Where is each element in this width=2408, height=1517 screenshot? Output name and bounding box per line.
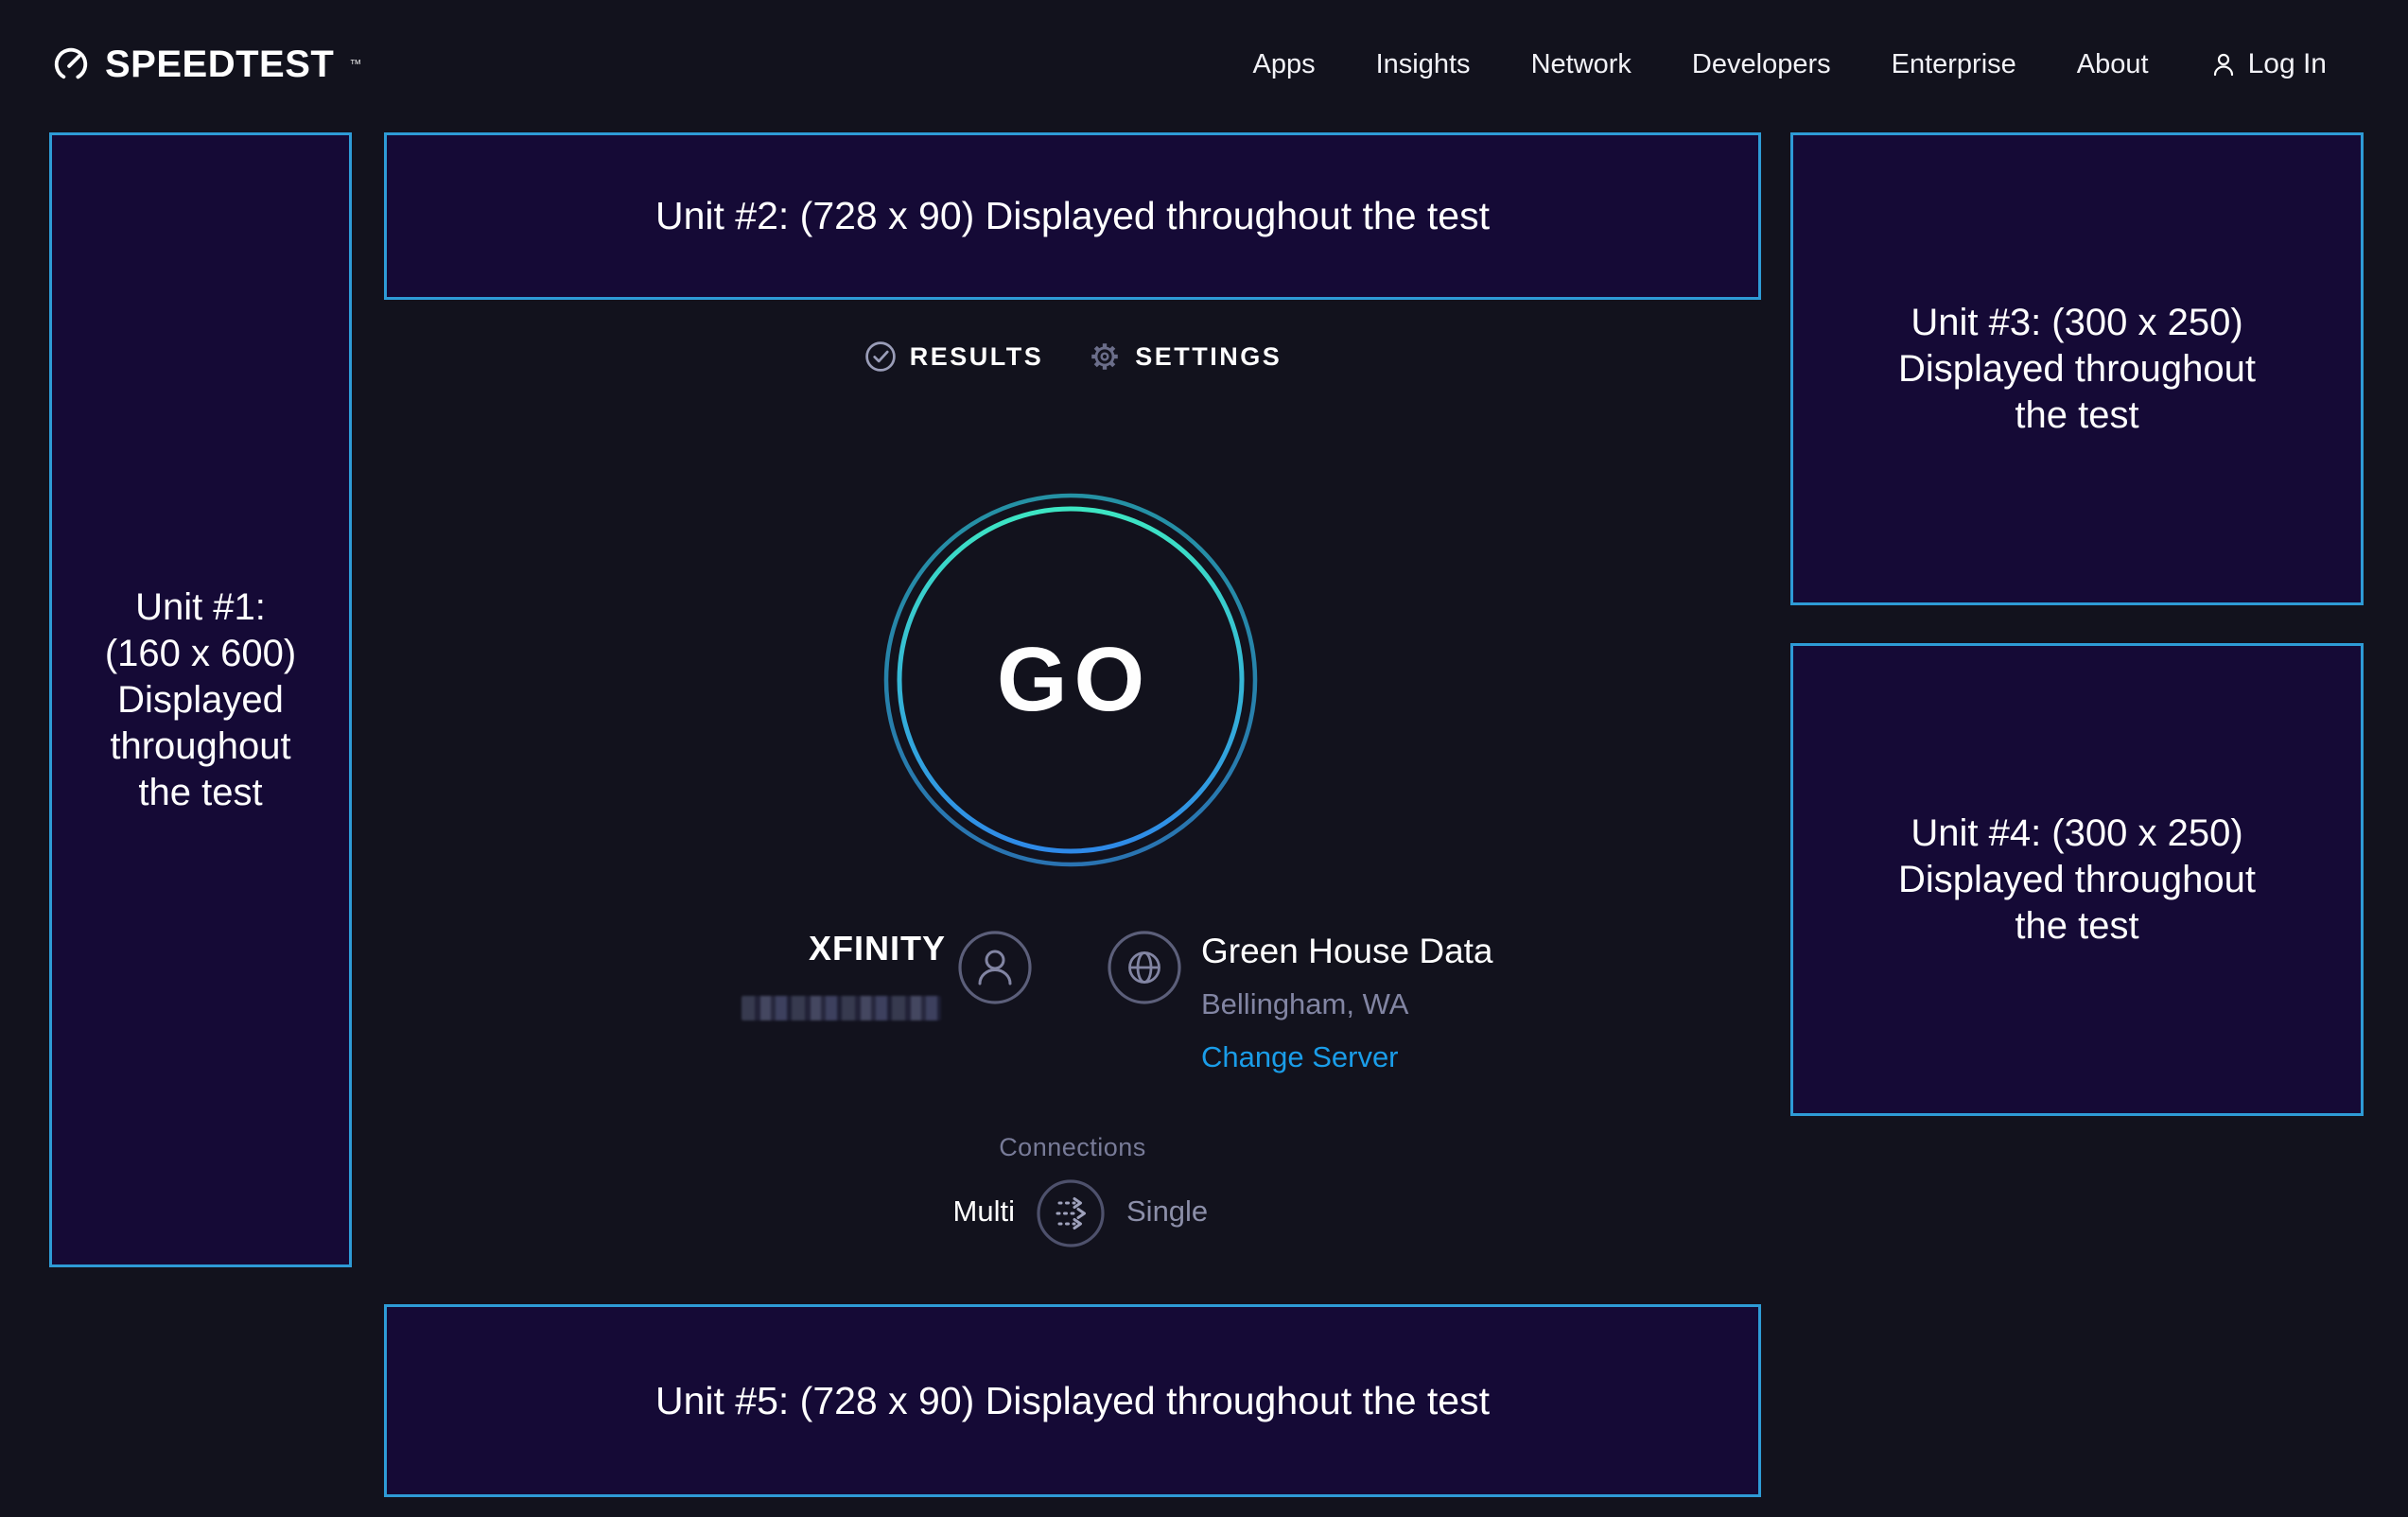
change-server-link[interactable]: Change Server <box>1201 1040 1399 1073</box>
tab-results[interactable]: RESULTS <box>864 340 1044 374</box>
ad-text-line: Unit #1: <box>135 585 266 628</box>
ad-text-line: the test <box>2015 904 2139 947</box>
tab-settings-label: SETTINGS <box>1135 341 1283 371</box>
ad-text-line: Displayed throughout <box>1897 858 2257 900</box>
header: SPEEDTEST ™ Apps Insights Network Develo… <box>0 0 2408 129</box>
tab-settings[interactable]: SETTINGS <box>1087 339 1282 375</box>
nav-item-about[interactable]: About <box>2076 48 2149 79</box>
isp-name: XFINITY <box>808 929 946 968</box>
ad-text-line: Unit #2: (728 x 90) Displayed throughout… <box>654 194 1491 237</box>
ad-unit-5-leaderboard[interactable]: Unit #5: (728 x 90) Displayed throughout… <box>384 1304 1761 1497</box>
brand-name: SPEEDTEST <box>105 43 335 85</box>
ad-text-line: Unit #4: (300 x 250) <box>1911 811 2243 854</box>
go-button-label: GO <box>996 629 1152 730</box>
ad-unit-4-rectangle[interactable]: Unit #4: (300 x 250) Displayed throughou… <box>1790 643 2364 1116</box>
trademark-mark: ™ <box>349 56 362 71</box>
server-location: Bellingham, WA <box>1201 987 1409 1020</box>
ad-text-line: Unit #3: (300 x 250) <box>1911 301 2243 343</box>
ad-unit-1-skyscraper[interactable]: Unit #1: (160 x 600) Displayed throughou… <box>49 132 352 1267</box>
ad-text-line: the test <box>138 771 263 813</box>
connections-single-option[interactable]: Single <box>1126 1194 1209 1228</box>
speedtest-logo[interactable]: SPEEDTEST ™ <box>51 44 361 86</box>
isp-person-icon <box>958 931 1032 1004</box>
ad-text-line: (160 x 600) <box>104 632 297 674</box>
ad-text-line: the test <box>2015 393 2139 436</box>
connections-label: Connections <box>999 1133 1146 1161</box>
server-name: Green House Data <box>1201 932 1493 970</box>
nav-item-network[interactable]: Network <box>1530 48 1632 79</box>
nav-item-developers[interactable]: Developers <box>1691 48 1831 79</box>
nav-item-insights[interactable]: Insights <box>1375 48 1471 79</box>
check-circle-icon <box>864 341 896 372</box>
go-button-rings <box>883 493 1258 867</box>
connections-multi-option[interactable]: Multi <box>952 1194 1015 1228</box>
nav-item-enterprise[interactable]: Enterprise <box>1891 48 2016 79</box>
gear-icon <box>1091 343 1119 370</box>
server-globe-icon <box>1108 931 1181 1004</box>
user-icon <box>2213 53 2233 77</box>
login-link[interactable]: Log In <box>2209 48 2327 80</box>
go-button[interactable]: GO <box>881 491 1260 869</box>
ad-text-line: Displayed <box>117 678 284 721</box>
speedometer-gauge-icon <box>54 47 88 81</box>
ad-text-line: Displayed throughout <box>1897 347 2257 390</box>
connections-toggle-icon[interactable] <box>1036 1178 1106 1248</box>
login-label: Log In <box>2247 48 2327 79</box>
nav-item-apps[interactable]: Apps <box>1252 48 1316 79</box>
ad-text-line: throughout <box>110 724 291 767</box>
ad-text-line: Unit #5: (728 x 90) Displayed throughout… <box>654 1378 1491 1422</box>
ad-unit-3-rectangle[interactable]: Unit #3: (300 x 250) Displayed throughou… <box>1790 132 2364 605</box>
tabs-row: RESULTS SETTINGS <box>384 339 1761 375</box>
tab-results-label: RESULTS <box>909 341 1044 371</box>
ad-unit-2-leaderboard[interactable]: Unit #2: (728 x 90) Displayed throughout… <box>384 132 1761 300</box>
isp-ip-redacted <box>742 996 941 1020</box>
main-nav: Apps Insights Network Developers Enterpr… <box>1253 48 2328 80</box>
